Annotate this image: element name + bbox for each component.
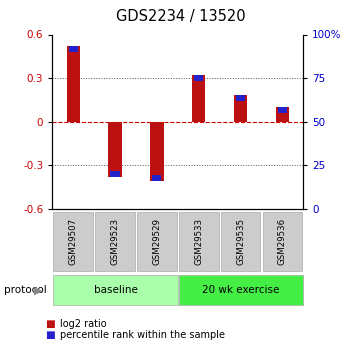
Text: GSM29536: GSM29536 (278, 218, 287, 265)
Bar (192, 75, 205, 122)
Text: GSM29533: GSM29533 (194, 218, 203, 265)
Text: GDS2234 / 13520: GDS2234 / 13520 (116, 9, 245, 23)
Bar (278, 107, 287, 113)
Bar (194, 75, 203, 81)
Text: percentile rank within the sample: percentile rank within the sample (60, 330, 225, 339)
Bar (234, 96, 247, 122)
Text: protocol: protocol (4, 285, 46, 295)
Text: ■: ■ (45, 319, 55, 328)
Bar (69, 46, 78, 52)
Text: baseline: baseline (93, 285, 138, 295)
Text: GSM29535: GSM29535 (236, 218, 245, 265)
Text: 20 wk exercise: 20 wk exercise (203, 285, 280, 295)
Bar (152, 175, 161, 181)
Text: GSM29507: GSM29507 (69, 218, 78, 265)
Bar (66, 46, 80, 122)
Bar (236, 96, 245, 101)
Bar (276, 107, 289, 122)
Text: GSM29523: GSM29523 (110, 218, 119, 265)
Text: GSM29529: GSM29529 (152, 218, 161, 265)
Text: ■: ■ (45, 330, 55, 339)
Bar (150, 122, 164, 181)
Text: ▶: ▶ (34, 285, 43, 295)
Text: log2 ratio: log2 ratio (60, 319, 106, 328)
Bar (108, 122, 122, 177)
Bar (110, 171, 119, 177)
